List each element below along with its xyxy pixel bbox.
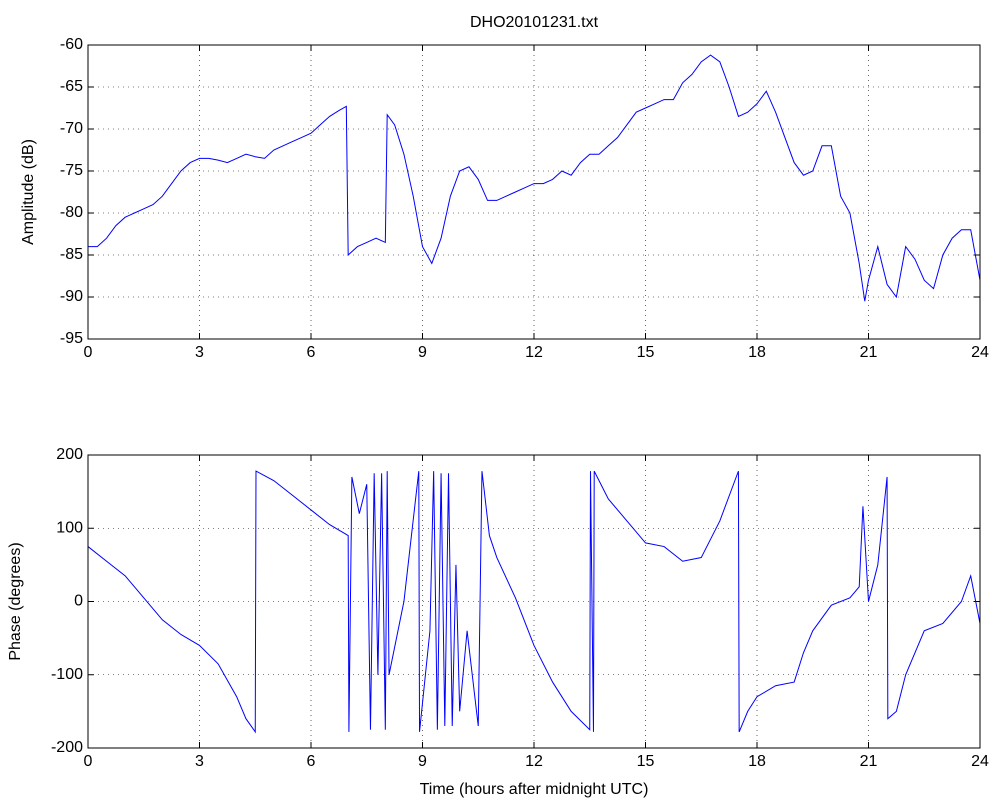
y-tick-label: -65	[60, 78, 83, 95]
x-tick-label: 6	[307, 344, 316, 361]
chart-title: DHO20101231.txt	[470, 14, 599, 31]
x-tick-label: 21	[860, 753, 878, 770]
x-tick-label: 15	[637, 753, 655, 770]
x-tick-label: 18	[748, 753, 766, 770]
x-tick-label: 0	[84, 344, 93, 361]
y-tick-label: -80	[60, 204, 83, 221]
x-tick-label: 3	[195, 753, 204, 770]
x-tick-label: 9	[418, 344, 427, 361]
axes-box	[87, 44, 981, 340]
y-axis-label: Amplitude (dB)	[20, 139, 37, 245]
y-tick-label: 200	[56, 446, 83, 463]
x-tick-label: 3	[195, 344, 204, 361]
data-line	[87, 470, 981, 734]
x-tick-label: 18	[748, 344, 766, 361]
y-tick-label: 100	[56, 519, 83, 536]
y-tick-label: -95	[60, 330, 83, 347]
x-tick-label: 0	[84, 753, 93, 770]
y-tick-label: -85	[60, 246, 83, 263]
x-tick-label: 24	[971, 753, 989, 770]
x-axis-label: Time (hours after midnight UTC)	[420, 781, 649, 798]
y-tick-label: 0	[74, 593, 83, 610]
data-line	[88, 54, 981, 302]
x-tick-label: 12	[525, 344, 543, 361]
axes-box	[87, 454, 981, 749]
x-tick-label: 21	[860, 344, 878, 361]
x-tick-label: 6	[307, 753, 316, 770]
y-axis-label: Phase (degrees)	[7, 542, 24, 660]
y-tick-label: -70	[60, 120, 83, 137]
y-tick-label: -90	[60, 288, 83, 305]
x-tick-label: 15	[637, 344, 655, 361]
x-tick-label: 9	[418, 753, 427, 770]
x-tick-label: 24	[971, 344, 989, 361]
plot-area	[88, 45, 980, 339]
y-tick-label: -75	[60, 162, 83, 179]
y-tick-label: -200	[51, 739, 83, 756]
x-tick-label: 12	[525, 753, 543, 770]
y-tick-label: -60	[60, 36, 83, 53]
y-tick-label: -100	[51, 666, 83, 683]
